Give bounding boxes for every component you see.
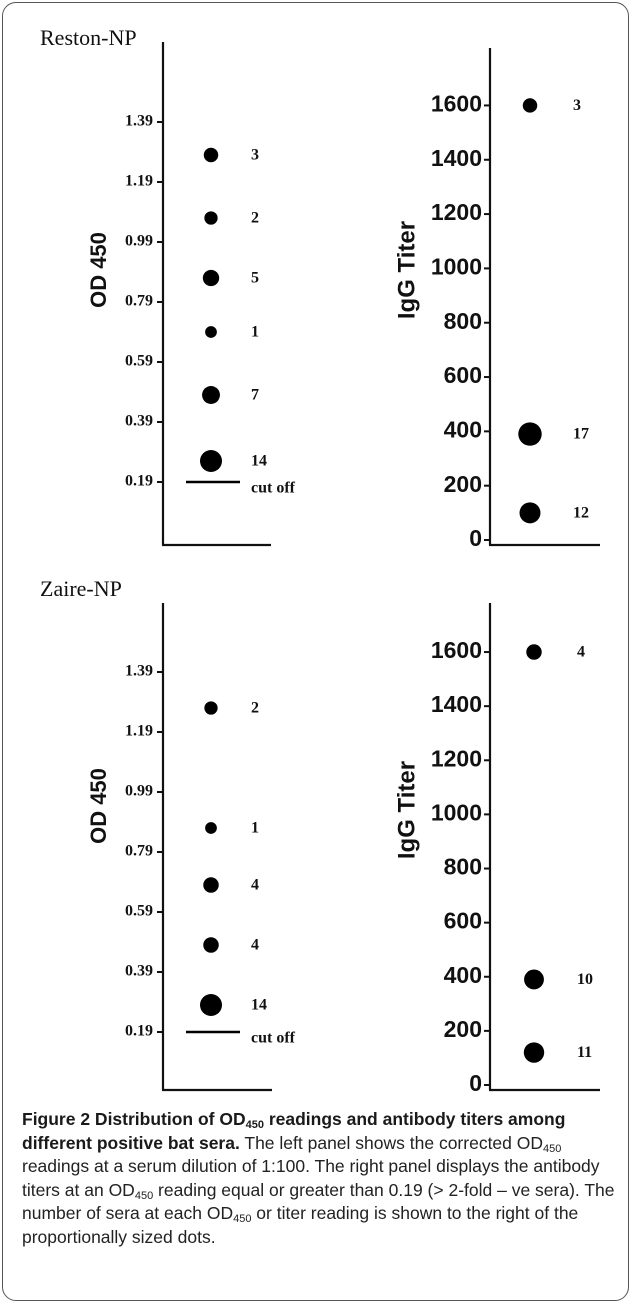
y-tick-label: 1.39: [125, 113, 153, 130]
data-label: 4: [577, 644, 585, 661]
zaire-igg-panel: IgG Titer 0 200 400 600 800 1000 1200 1400 1600 4 1…: [393, 603, 600, 1096]
y-tick-label: 0.19: [125, 1023, 153, 1040]
zaire-od-panel: Zaire-NP OD 450 0.19 0.39 0.59 0.79 0.99 1.19 1.…: [40, 576, 296, 1092]
data-point: [204, 701, 218, 715]
data-label: 2: [251, 700, 259, 717]
y-tick-label: 1000: [431, 799, 482, 825]
y-tick-label: 400: [444, 416, 482, 442]
panel-title: Zaire-NP: [40, 576, 122, 601]
data-label: 3: [573, 97, 581, 114]
y-tick-label: 1.39: [125, 663, 153, 680]
data-label: 1: [251, 820, 259, 837]
reston-igg-panel: IgG Titer 0 200 400 600 800 1000 1200 1400 1600 3 1…: [393, 48, 600, 551]
y-tick-label: 0.79: [125, 293, 153, 310]
reston-od-panel: Reston-NP OD 450 0.19 0.39 0.59 0.79 0.99 1.19 1…: [40, 25, 296, 547]
y-tick-label: 0: [469, 1070, 482, 1096]
data-point: [200, 450, 222, 472]
data-point: [203, 147, 219, 163]
data-label: 4: [251, 877, 259, 894]
data-point: [518, 422, 542, 446]
data-label: 2: [251, 210, 259, 227]
figure-charts: Reston-NP OD 450 0.19 0.39 0.59 0.79 0.99 1.19 1…: [40, 25, 600, 1096]
y-tick-label: 1.19: [125, 173, 153, 190]
y-tick-label: 1400: [431, 691, 482, 717]
data-label: 10: [577, 971, 593, 988]
data-label: 14: [251, 997, 267, 1014]
figure-caption: Figure 2 Distribution of OD450 readings …: [22, 1108, 618, 1249]
y-tick-label: 1400: [431, 145, 482, 171]
data-label: 1: [251, 324, 259, 341]
cutoff-label: cut off: [251, 480, 296, 497]
y-tick-label: 0: [469, 525, 482, 551]
y-tick-label: 0.39: [125, 413, 153, 430]
data-point: [202, 269, 220, 287]
data-point: [203, 937, 219, 953]
data-label: 4: [251, 937, 259, 954]
y-tick-label: 0.59: [125, 353, 153, 370]
y-axis-label: IgG Titer: [393, 221, 420, 319]
data-point: [524, 969, 544, 990]
caption-title: Figure 2 Distribution of OD450 readings …: [22, 1109, 566, 1153]
y-tick-label: 0.39: [125, 963, 153, 980]
data-label: 3: [251, 147, 259, 164]
y-tick-label: 0.99: [125, 783, 153, 800]
panel-title: Reston-NP: [40, 25, 137, 50]
y-tick-label: 1200: [431, 199, 482, 225]
data-label: 17: [573, 426, 589, 443]
caption-body: The left panel shows the corrected OD450…: [22, 1132, 615, 1247]
y-axis-label: OD 450: [86, 232, 111, 308]
y-tick-label: 800: [444, 308, 482, 334]
y-tick-label: 800: [444, 854, 482, 880]
y-tick-label: 1200: [431, 745, 482, 771]
y-tick-label: 200: [444, 1016, 482, 1042]
data-point: [523, 1042, 545, 1063]
y-tick-label: 200: [444, 471, 482, 497]
y-tick-label: 600: [444, 908, 482, 934]
data-label: 5: [251, 270, 259, 287]
data-point: [205, 822, 217, 834]
y-tick-label: 400: [444, 962, 482, 988]
y-tick-label: 0.19: [125, 473, 153, 490]
y-tick-label: 1.19: [125, 723, 153, 740]
data-point: [204, 211, 218, 225]
data-point: [519, 502, 541, 524]
data-label: 7: [251, 387, 259, 404]
y-tick-label: 0.59: [125, 903, 153, 920]
data-point: [202, 386, 220, 404]
data-point: [205, 326, 217, 338]
y-axis-label: IgG Titer: [393, 761, 420, 859]
cutoff-label: cut off: [251, 1030, 296, 1047]
data-point: [200, 994, 222, 1016]
y-tick-label: 1600: [431, 637, 482, 663]
y-axis-label: OD 450: [86, 768, 111, 844]
y-tick-label: 0.99: [125, 233, 153, 250]
y-tick-label: 0.79: [125, 843, 153, 860]
y-tick-label: 1000: [431, 253, 482, 279]
data-point: [522, 98, 538, 113]
data-label: 14: [251, 453, 267, 470]
y-tick-label: 1600: [431, 91, 482, 117]
data-point: [203, 877, 219, 893]
data-point: [526, 644, 542, 660]
data-label: 11: [577, 1044, 592, 1061]
data-label: 12: [573, 505, 589, 522]
y-tick-label: 600: [444, 362, 482, 388]
